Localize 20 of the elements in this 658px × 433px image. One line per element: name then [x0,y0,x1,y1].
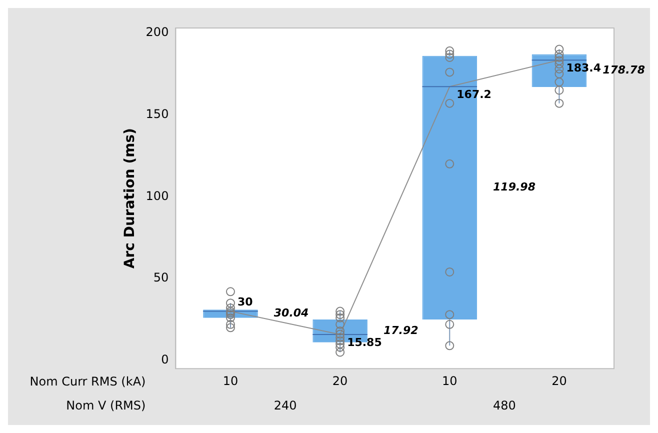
x-tick-label: 20 [332,374,348,388]
y-tick-label: 0 [161,352,169,367]
data-label: 15.85 [347,336,382,349]
y-axis-title: Arc Duration (ms) [122,128,138,269]
text: Nom Curr RMS (kA) [30,374,146,389]
text: 480 [492,398,516,413]
annotation: 17.92 [383,324,419,337]
annotation: 30.04 [274,306,309,320]
data-label: 30 [237,296,254,309]
x-tick-label: 10 [442,374,458,388]
text: 240 [274,398,297,413]
x-tick-label: 20 [552,374,567,388]
y-tick-label: 150 [146,106,169,121]
y-tick-label: 200 [146,25,169,40]
text: Nom V (RMS) [66,398,146,413]
annotation: 119.98 [493,180,536,194]
y-tick-label: 100 [146,188,169,203]
x-tick-label: 10 [222,374,238,388]
y-tick-label: 50 [153,270,169,285]
annotation: 178.78 [602,63,646,76]
